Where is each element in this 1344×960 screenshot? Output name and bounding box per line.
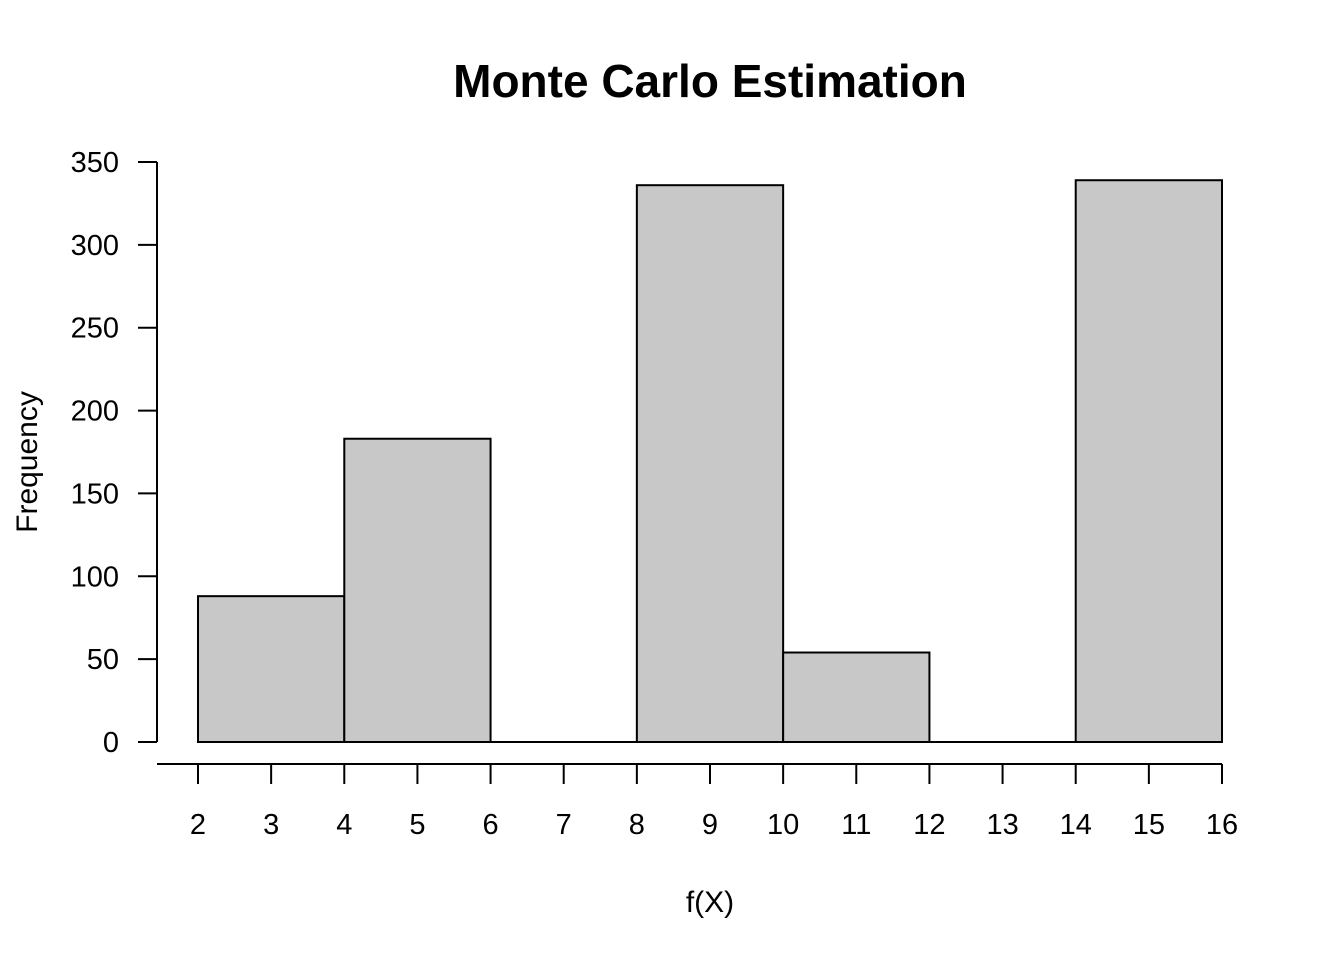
y-tick-label: 0 [103, 727, 119, 759]
x-tick-label: 13 [986, 809, 1018, 841]
x-tick-label: 12 [913, 809, 945, 841]
x-tick-label: 9 [702, 809, 718, 841]
bar-8-10 [635, 184, 785, 743]
chart-title: Monte Carlo Estimation [453, 55, 967, 107]
x-tick-label: 10 [767, 809, 799, 841]
y-tick-label: 200 [71, 396, 119, 428]
x-tick-label: 11 [841, 809, 871, 841]
x-axis-label: f(X) [686, 886, 734, 919]
x-axis: 2 3 4 5 6 7 8 9 10 11 12 13 14 15 16 [157, 763, 1238, 841]
y-tick-label: 350 [71, 147, 119, 179]
y-axis: 0 50 100 150 200 250 300 350 [71, 147, 158, 759]
x-tick-label: 6 [483, 809, 499, 841]
x-tick-label: 7 [556, 809, 572, 841]
x-tick-label: 4 [336, 809, 352, 841]
y-tick-label: 250 [71, 313, 119, 345]
bars-group [197, 179, 1223, 744]
y-tick-label: 150 [71, 478, 119, 510]
x-tick-label: 3 [263, 809, 279, 841]
x-tick-label: 16 [1206, 809, 1238, 841]
x-tick-label: 2 [190, 809, 206, 841]
bar-10-12 [782, 651, 931, 743]
y-tick-label: 300 [71, 230, 119, 262]
x-tick-label: 15 [1133, 809, 1165, 841]
y-tick-label: 100 [71, 561, 119, 593]
x-tick-label: 8 [629, 809, 645, 841]
bar-2-4 [197, 595, 346, 744]
bar-4-6 [343, 437, 492, 743]
y-tick-label: 50 [87, 644, 119, 676]
y-axis-label: Frequency [11, 391, 44, 533]
bar-14-16 [1074, 179, 1223, 743]
x-tick-label: 14 [1060, 809, 1092, 841]
x-tick-label: 5 [409, 809, 425, 841]
